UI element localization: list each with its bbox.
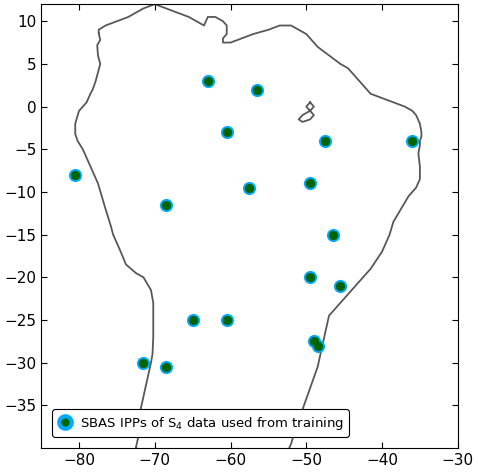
Point xyxy=(310,337,318,345)
Point xyxy=(337,282,344,290)
Point xyxy=(189,316,196,324)
Point xyxy=(321,137,329,144)
Point xyxy=(329,231,337,238)
Legend: SBAS IPPs of S$_4$ data used from training: SBAS IPPs of S$_4$ data used from traini… xyxy=(52,409,349,437)
Point xyxy=(204,77,212,85)
Point xyxy=(246,184,253,192)
Point xyxy=(204,77,212,85)
Point xyxy=(163,363,170,371)
Point xyxy=(71,171,79,178)
Point xyxy=(306,180,314,187)
Point xyxy=(189,316,196,324)
Point xyxy=(223,316,230,324)
Point xyxy=(329,231,337,238)
Point xyxy=(140,359,147,366)
Point xyxy=(253,86,261,93)
Point xyxy=(409,137,416,144)
Point xyxy=(310,337,318,345)
Point xyxy=(71,171,79,178)
Point xyxy=(163,201,170,209)
Point xyxy=(223,316,230,324)
Point xyxy=(337,282,344,290)
Point xyxy=(253,86,261,93)
Point xyxy=(306,273,314,281)
Point xyxy=(321,137,329,144)
Point xyxy=(314,342,322,349)
Point xyxy=(223,128,230,136)
Point xyxy=(223,128,230,136)
Point xyxy=(163,363,170,371)
Point xyxy=(306,273,314,281)
Point xyxy=(140,359,147,366)
Point xyxy=(163,201,170,209)
Point xyxy=(246,184,253,192)
Point xyxy=(314,342,322,349)
Point xyxy=(409,137,416,144)
Point xyxy=(306,180,314,187)
